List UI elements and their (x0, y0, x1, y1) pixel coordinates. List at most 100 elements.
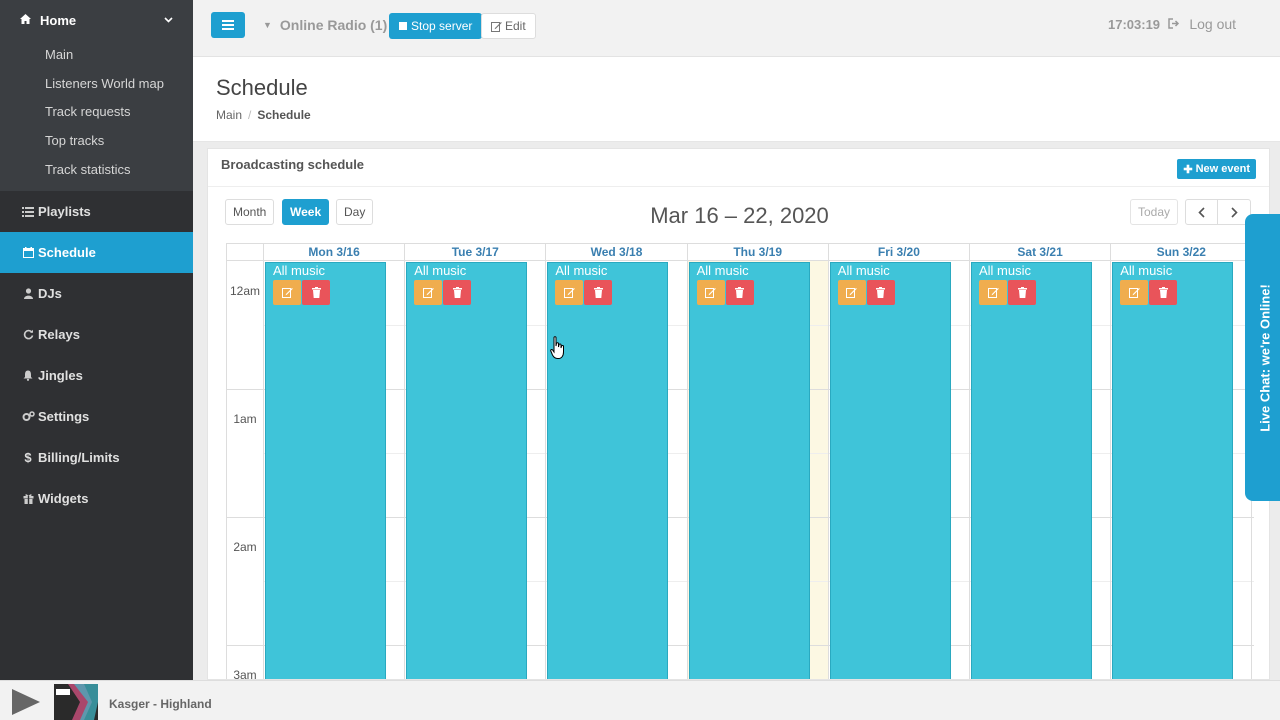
day-header[interactable]: Sat 3/21 (970, 244, 1112, 261)
stop-server-button[interactable]: Stop server (389, 13, 483, 39)
week-grid: 12am 1am 2am 3am Mon 3/16 All music Tue 3/17 Al… (226, 243, 1254, 680)
panel-header: Broadcasting schedule ✚ New event (208, 149, 1269, 187)
live-chat-tab[interactable]: Live Chat: we're Online! (1245, 214, 1280, 501)
new-event-button[interactable]: ✚ New event (1177, 159, 1256, 179)
chevron-left-icon (1198, 206, 1205, 218)
time-column-divider (263, 261, 264, 679)
trash-icon (1158, 287, 1168, 298)
delete-event-button[interactable] (302, 280, 330, 305)
view-week-button[interactable]: Week (282, 199, 330, 225)
edit-icon (1128, 288, 1140, 298)
delete-event-button[interactable] (1008, 280, 1036, 305)
calendar-icon (18, 247, 38, 258)
edit-event-button[interactable] (837, 280, 866, 305)
day-header[interactable]: Tue 3/17 (405, 244, 547, 261)
sidebar-subitem-main[interactable]: Main (45, 46, 74, 62)
breadcrumb-main[interactable]: Main (216, 108, 243, 122)
edit-event-button[interactable] (555, 280, 584, 305)
delete-event-button[interactable] (584, 280, 613, 305)
menu-toggle-button[interactable] (211, 12, 245, 38)
edit-event-button[interactable] (696, 280, 725, 305)
play-icon[interactable] (12, 689, 40, 715)
schedule-event[interactable]: All music (971, 262, 1092, 679)
caret-down-icon: ▼ (263, 20, 272, 30)
edit-event-button[interactable] (414, 280, 443, 305)
day-header[interactable]: Wed 3/18 (546, 244, 688, 261)
sidebar-item-schedule[interactable]: Schedule (0, 232, 193, 273)
edit-icon (705, 288, 716, 298)
schedule-event[interactable]: All music (829, 262, 951, 679)
next-week-button[interactable] (1218, 199, 1251, 225)
delete-event-button[interactable] (725, 280, 754, 305)
delete-event-button[interactable] (443, 280, 472, 305)
event-title: All music (837, 263, 890, 278)
sidebar-item-billing[interactable]: $ Billing/Limits (0, 437, 193, 478)
schedule-event[interactable]: All music (265, 262, 386, 679)
home-label: Home (40, 12, 77, 28)
day-header[interactable]: Thu 3/19 (687, 244, 829, 261)
edit-event-button[interactable] (1120, 280, 1149, 305)
view-day-button[interactable]: Day (336, 199, 374, 225)
day-header[interactable]: Sun 3/22 (1111, 244, 1253, 261)
bell-icon (18, 370, 38, 381)
sidebar-item-label: Schedule (38, 245, 96, 260)
live-chat-label: Live Chat: we're Online! (1257, 283, 1273, 432)
time-label: 2am (233, 540, 257, 554)
day-header[interactable]: Mon 3/16 (264, 244, 406, 261)
event-title: All music (414, 263, 467, 278)
logout-link[interactable]: Log out (1168, 16, 1236, 32)
event-title: All music (696, 263, 749, 278)
event-title: All music (273, 263, 326, 278)
user-icon (18, 288, 38, 299)
edit-button[interactable]: Edit (481, 13, 536, 39)
dollar-icon: $ (24, 450, 32, 465)
gift-icon (18, 493, 38, 504)
sidebar-item-djs[interactable]: DJs (0, 273, 193, 314)
day-column-divider (1110, 261, 1112, 679)
topbar: ▼ Online Radio (1) Stop server Edit 17:03… (193, 0, 1280, 57)
trash-icon (1017, 287, 1027, 298)
prev-week-button[interactable] (1185, 199, 1218, 225)
today-button[interactable]: Today (1130, 199, 1179, 225)
delete-event-button[interactable] (866, 280, 895, 305)
sidebar-subitem-world-map[interactable]: Listeners World map (45, 75, 164, 91)
sidebar-subitem-track-statistics[interactable]: Track statistics (45, 161, 131, 177)
sidebar-item-jingles[interactable]: Jingles (0, 355, 193, 396)
sidebar-item-widgets[interactable]: Widgets (0, 478, 193, 519)
day-header[interactable]: Fri 3/20 (828, 244, 970, 261)
schedule-event[interactable]: All music (1112, 262, 1234, 679)
schedule-event[interactable]: All music (406, 262, 528, 679)
breadcrumb: Main / Schedule (216, 108, 311, 122)
schedule-event[interactable]: All music (547, 262, 669, 679)
sidebar-subitem-top-tracks[interactable]: Top tracks (45, 132, 105, 148)
sidebar-subitem-track-requests[interactable]: Track requests (45, 104, 131, 120)
edit-event-button[interactable] (273, 280, 301, 305)
sidebar-item-label: Jingles (38, 368, 83, 383)
edit-event-button[interactable] (979, 280, 1007, 305)
breadcrumb-current: Schedule (257, 108, 311, 122)
edit-icon (491, 21, 502, 32)
gears-icon (18, 411, 38, 422)
list-icon (18, 206, 38, 217)
sidebar-item-relays[interactable]: Relays (0, 314, 193, 355)
chevron-down-icon (164, 15, 173, 26)
chevron-right-icon (1230, 206, 1238, 218)
schedule-event[interactable]: All music (688, 262, 810, 679)
event-title: All music (979, 263, 1032, 278)
home-icon (20, 13, 40, 27)
station-dropdown[interactable]: ▼ Online Radio (1) (263, 17, 387, 33)
sidebar-item-settings[interactable]: Settings (0, 396, 193, 437)
page-title: Schedule (216, 75, 308, 100)
view-month-button[interactable]: Month (225, 199, 275, 225)
edit-icon (422, 288, 434, 298)
sidebar-item-playlists[interactable]: Playlists (0, 191, 193, 232)
sidebar-item-label: Relays (38, 327, 80, 342)
sidebar-item-label: Billing/Limits (38, 450, 120, 465)
trash-icon (593, 287, 603, 298)
time-label: 3am (233, 668, 257, 680)
logout-label: Log out (1189, 16, 1237, 32)
delete-event-button[interactable] (1149, 280, 1178, 305)
sidebar-item-label: Settings (38, 409, 90, 424)
album-cover (54, 684, 98, 720)
sidebar-item-home[interactable]: Home (0, 0, 193, 40)
